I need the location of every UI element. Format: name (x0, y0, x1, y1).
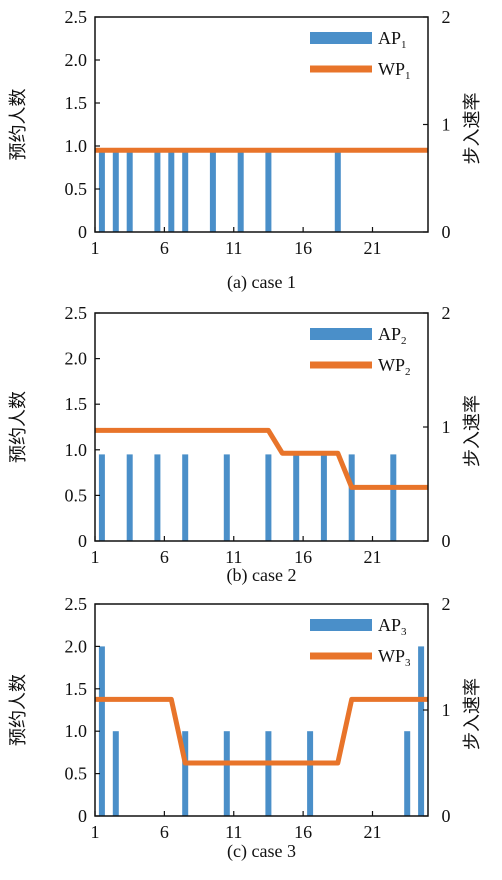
bar (112, 150, 119, 232)
x-tick-label: 11 (225, 238, 242, 258)
bar (334, 150, 341, 232)
y-left-axis-label: 预约人数 (8, 674, 28, 746)
x-tick-label: 21 (364, 822, 382, 842)
y-right-axis-label: 步入速率 (462, 395, 482, 467)
plot-frame (94, 603, 429, 817)
bar (265, 731, 272, 816)
x-tick-label: 11 (225, 547, 242, 567)
bar (209, 150, 216, 232)
bar (293, 454, 300, 541)
bar (265, 150, 272, 232)
x-tick-label: 6 (160, 238, 169, 258)
y-right-tick-label: 0 (442, 806, 451, 826)
x-tick-label: 6 (160, 547, 169, 567)
legend-bar-swatch (310, 32, 372, 44)
legend-entry-ap: AP2 (378, 324, 407, 347)
x-tick-label: 1 (91, 547, 100, 567)
y-left-tick-label: 2.5 (65, 7, 88, 27)
legend-entry-ap: AP3 (378, 615, 407, 638)
y-left-tick-label: 0 (78, 222, 87, 242)
x-tick-label: 16 (294, 547, 312, 567)
line-series (95, 696, 428, 766)
bar (418, 646, 425, 816)
y-right-tick-label: 2 (442, 303, 451, 323)
panel-caption: (c) case 3 (227, 841, 296, 862)
legend-bar-swatch (310, 328, 372, 340)
y-right-tick-label: 2 (442, 594, 451, 614)
bar (404, 731, 411, 816)
x-tick-label: 16 (294, 238, 312, 258)
x-tick-label: 21 (364, 238, 382, 258)
bar (112, 731, 119, 816)
line-series (95, 427, 428, 490)
y-right-axis-label: 步入速率 (462, 93, 482, 165)
x-tick-label: 16 (294, 822, 312, 842)
y-right-tick-label: 0 (442, 531, 451, 551)
bar (126, 454, 133, 541)
y-left-tick-label: 1.0 (65, 136, 88, 156)
y-left-axis-label: 预约人数 (8, 391, 28, 463)
y-left-tick-label: 1.0 (65, 721, 88, 741)
plot-frame (94, 16, 429, 233)
bar (98, 150, 105, 232)
y-right-tick-label: 1 (442, 115, 451, 135)
bar (390, 454, 397, 541)
bar (154, 454, 161, 541)
bar (98, 454, 105, 541)
y-left-tick-label: 2.0 (65, 50, 88, 70)
panel-caption: (a) case 1 (227, 272, 296, 293)
panel-caption: (b) case 2 (227, 565, 297, 586)
x-tick-label: 6 (160, 822, 169, 842)
y-right-tick-label: 0 (442, 222, 451, 242)
bar (223, 454, 230, 541)
y-right-tick-label: 1 (442, 700, 451, 720)
bar (182, 150, 189, 232)
bar (223, 731, 230, 816)
y-left-tick-label: 2.0 (65, 636, 88, 656)
bar (168, 150, 175, 232)
y-left-tick-label: 2.0 (65, 349, 88, 369)
plot-frame (94, 312, 429, 542)
bar (98, 646, 105, 816)
y-left-tick-label: 0.5 (65, 485, 88, 505)
bar (348, 454, 355, 541)
x-tick-label: 1 (91, 822, 100, 842)
y-left-tick-label: 2.5 (65, 303, 88, 323)
legend-entry-wp: WP2 (378, 355, 411, 378)
bar (265, 454, 272, 541)
bar (320, 454, 327, 541)
legend-entry-wp: WP1 (378, 59, 411, 82)
legend-bar-swatch (310, 619, 372, 631)
y-left-tick-label: 1.0 (65, 440, 88, 460)
bar (182, 454, 189, 541)
bar (182, 731, 189, 816)
y-right-tick-label: 2 (442, 7, 451, 27)
y-right-axis-label: 步入速率 (462, 678, 482, 750)
bar (154, 150, 161, 232)
y-left-tick-label: 0 (78, 531, 87, 551)
legend-entry-ap: AP1 (378, 28, 407, 51)
y-left-tick-label: 0.5 (65, 179, 88, 199)
bar (307, 731, 314, 816)
x-tick-label: 11 (225, 822, 242, 842)
y-left-tick-label: 1.5 (65, 679, 88, 699)
y-left-tick-label: 1.5 (65, 93, 88, 113)
y-left-axis-label: 预约人数 (8, 89, 28, 161)
y-left-tick-label: 0 (78, 806, 87, 826)
y-left-tick-label: 1.5 (65, 394, 88, 414)
x-tick-label: 21 (364, 547, 382, 567)
bar (126, 150, 133, 232)
y-left-tick-label: 2.5 (65, 594, 88, 614)
y-left-tick-label: 0.5 (65, 764, 88, 784)
x-tick-label: 1 (91, 238, 100, 258)
bar (237, 150, 244, 232)
y-right-tick-label: 1 (442, 417, 451, 437)
legend-entry-wp: WP3 (378, 646, 411, 669)
